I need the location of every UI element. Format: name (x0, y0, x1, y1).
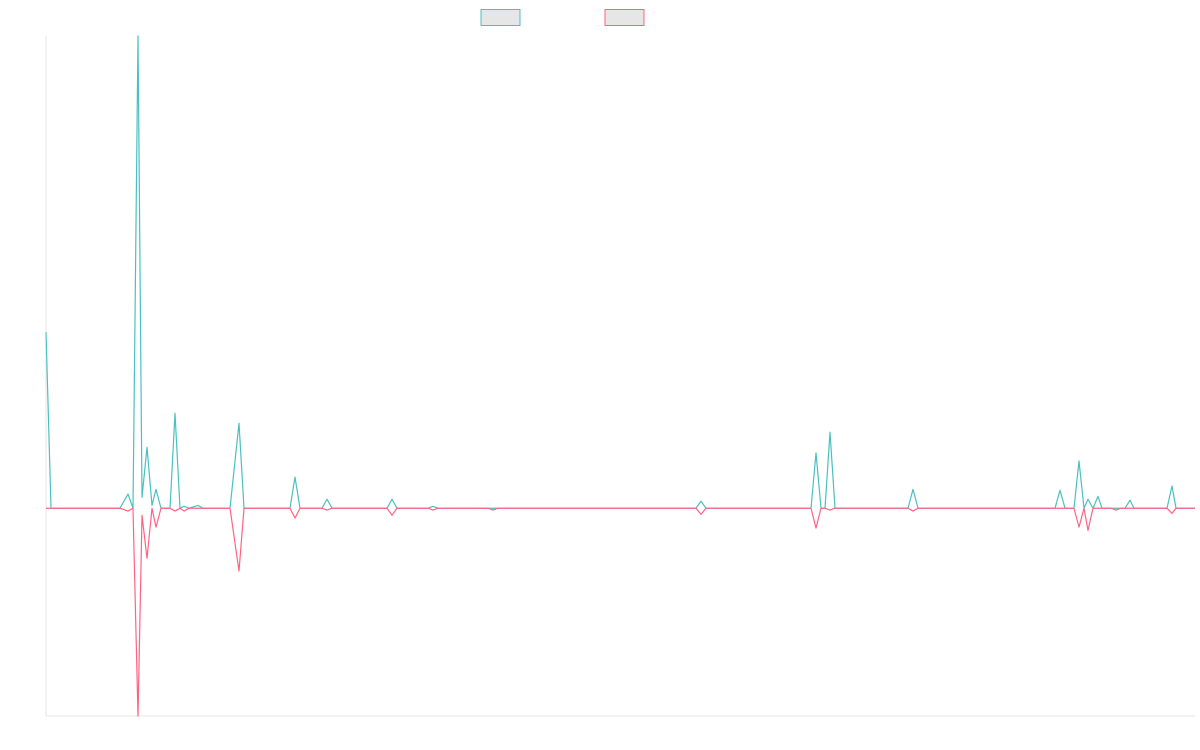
series-line (45, 35, 1195, 509)
series-line (46, 507, 1195, 717)
legend-swatch (604, 9, 645, 26)
legend-swatch (480, 9, 521, 26)
